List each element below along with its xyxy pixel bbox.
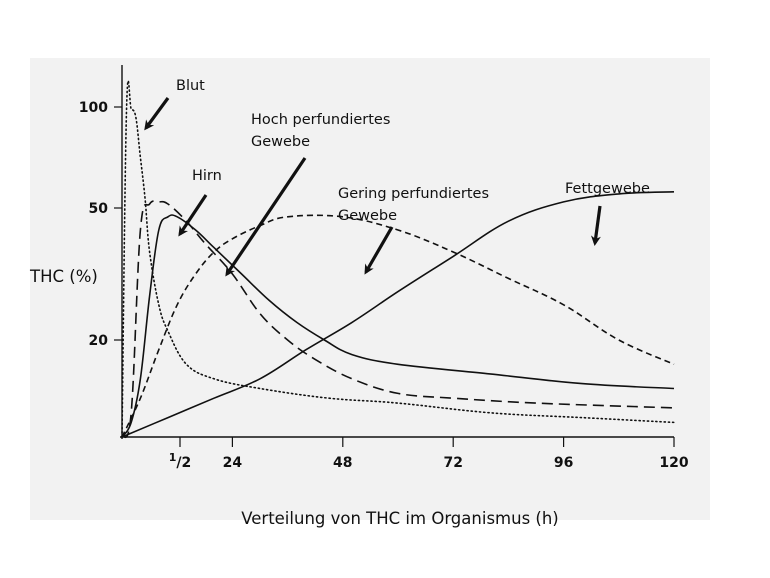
x-axis-title: Verteilung von THC im Organismus (h) — [241, 509, 559, 528]
annotation-blut: Blut — [176, 78, 205, 94]
annotation-arrow-hoch-perfundiertes-gewebe — [225, 157, 307, 277]
annotation-hirn: Hirn — [192, 168, 222, 184]
annotation-arrow-blut — [144, 97, 170, 131]
y-tick-label: 20 — [89, 333, 109, 349]
series-line-fettgewebe — [121, 191, 675, 438]
series-line-hoch-perfundiertes-gewebe — [121, 214, 675, 438]
annotation-gering-perfundiertes-gewebe: Gering perfundiertes Gewebe — [338, 186, 489, 224]
series-line-blut — [121, 80, 675, 438]
x-tick-label: 96 — [554, 455, 573, 471]
annotation-hoch-perfundiertes-gewebe: Hoch perfundiertes Gewebe — [251, 112, 390, 150]
x-tick-label: 120 — [659, 455, 688, 471]
chart-panel — [30, 58, 710, 520]
annotation-arrow-gering-perfundiertes-gewebe — [364, 226, 394, 275]
annotation-arrow-hirn — [178, 194, 208, 237]
x-tick-label: 24 — [223, 455, 243, 471]
x-tick-label: 48 — [333, 455, 352, 471]
series-curves — [121, 80, 675, 439]
y-tick-label: 100 — [79, 100, 108, 116]
annotation-arrow-fettgewebe — [590, 205, 602, 246]
x-tick-label: 72 — [443, 455, 462, 471]
y-axis-title: THC (%) — [29, 267, 98, 286]
axes: 100 50 20 1/2 24 48 72 96 120 — [79, 65, 689, 471]
annotation-fettgewebe: Fettgewebe — [565, 181, 650, 197]
x-tick-label: 1/2 — [169, 451, 192, 471]
series-line-gering-perfundiertes-gewebe — [121, 214, 675, 438]
y-tick-label: 50 — [89, 201, 109, 217]
annotations: Blut Hirn Hoch perfundiertes Gewebe Gering p… — [144, 78, 650, 277]
